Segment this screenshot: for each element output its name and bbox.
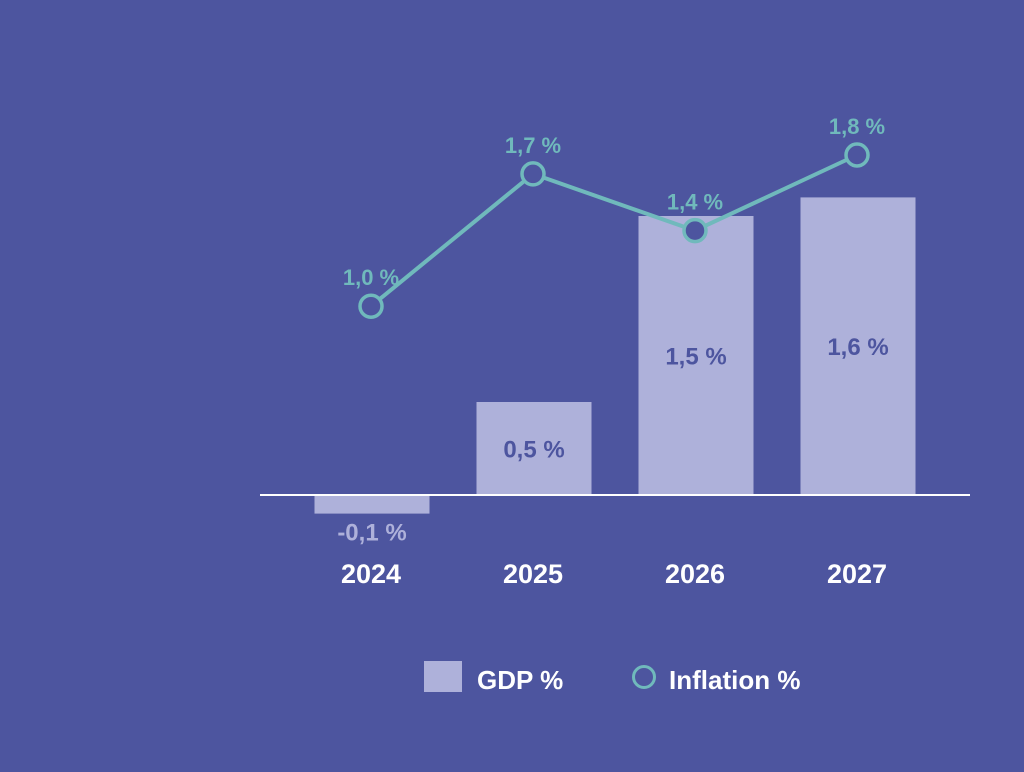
legend-marker-inflation [632,665,656,689]
legend-label-inflation: Inflation % [669,665,800,695]
category-label-2024: 2024 [341,559,401,589]
bar-label-gdp-2025: 0,5 % [503,437,564,464]
category-label-2027: 2027 [827,559,887,589]
inflation-label-2024: 1,0 % [343,265,399,290]
bar-value-labels: -0,1 % 0,5 % 1,5 % 1,6 % [337,334,888,546]
legend: GDP % Inflation % [424,661,800,695]
bar-label-gdp-2026: 1,5 % [665,344,726,371]
bar-label-gdp-2024: -0,1 % [337,520,406,547]
line-series: 1,0 % 1,7 % 1,4 % 1,8 % [343,114,885,319]
legend-label-gdp: GDP % [477,665,563,695]
bar-gdp-2027 [800,197,916,495]
inflation-label-2026: 1,4 % [667,190,723,215]
inflation-point-2024 [358,293,384,319]
category-label-2026: 2026 [665,559,725,589]
bar-gdp-2026 [638,216,754,495]
category-label-2025: 2025 [503,559,563,589]
inflation-point-2026 [682,217,708,244]
inflation-label-2025: 1,7 % [505,133,561,158]
category-labels: 2024 2025 2026 2027 [341,559,887,589]
inflation-label-2027: 1,8 % [829,114,885,139]
inflation-line [369,153,858,308]
bar-series [314,197,916,514]
legend-swatch-gdp [424,661,462,692]
bar-gdp-2024 [314,495,430,514]
inflation-point-2027 [844,142,870,168]
bar-label-gdp-2027: 1,6 % [827,334,888,361]
inflation-point-2025 [520,161,546,187]
bar-gdp-2025 [476,402,592,495]
